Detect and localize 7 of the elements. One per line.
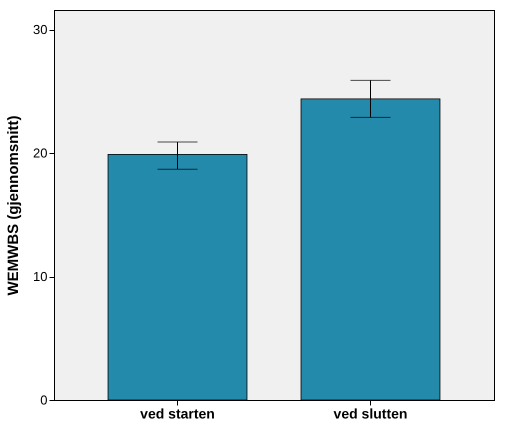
y-tick-label: 20 (33, 146, 48, 161)
y-axis-title: WEMWBS (gjennomsnitt) (5, 116, 22, 296)
x-tick-label: ved starten (140, 406, 215, 422)
y-tick-label: 0 (40, 392, 48, 408)
y-tick-label: 10 (33, 269, 48, 284)
y-tick-label: 30 (33, 22, 48, 38)
x-tick-label: ved slutten (334, 406, 408, 422)
